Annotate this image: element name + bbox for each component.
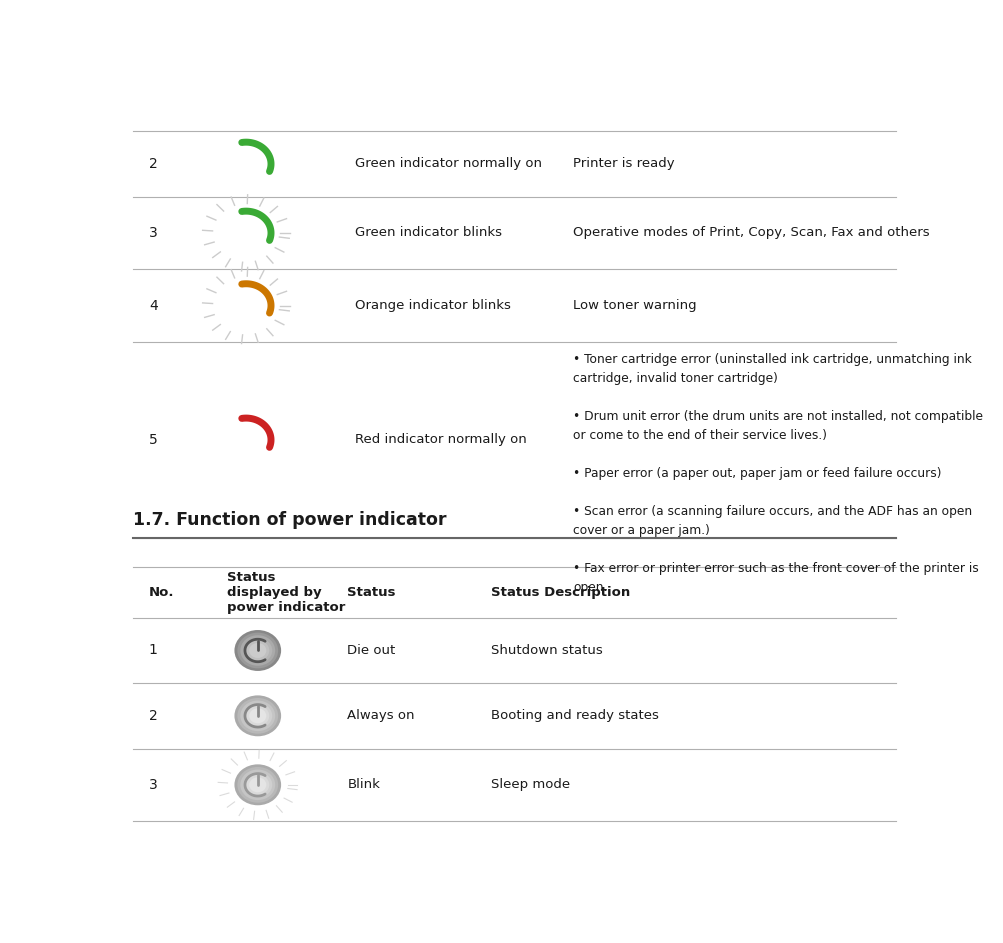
Ellipse shape xyxy=(246,640,269,661)
Ellipse shape xyxy=(237,767,278,802)
Ellipse shape xyxy=(246,705,269,726)
Text: 2: 2 xyxy=(148,157,157,171)
Text: 3: 3 xyxy=(148,226,157,240)
Text: Green indicator blinks: Green indicator blinks xyxy=(355,226,502,240)
Text: Die out: Die out xyxy=(347,644,395,657)
Text: Orange indicator blinks: Orange indicator blinks xyxy=(355,299,511,312)
Ellipse shape xyxy=(237,698,278,734)
Ellipse shape xyxy=(235,630,281,670)
Text: Booting and ready states: Booting and ready states xyxy=(490,709,658,722)
Ellipse shape xyxy=(249,643,266,658)
Text: Sleep mode: Sleep mode xyxy=(490,778,570,791)
Text: Always on: Always on xyxy=(347,709,414,722)
Text: Status
displayed by
power indicator: Status displayed by power indicator xyxy=(227,571,345,614)
Text: 2: 2 xyxy=(148,709,157,723)
Text: Printer is ready: Printer is ready xyxy=(573,157,674,171)
Ellipse shape xyxy=(243,637,272,663)
Text: Operative modes of Print, Copy, Scan, Fax and others: Operative modes of Print, Copy, Scan, Fa… xyxy=(573,226,929,240)
Text: Green indicator normally on: Green indicator normally on xyxy=(355,157,542,171)
Text: Status: Status xyxy=(347,586,395,599)
Text: Shutdown status: Shutdown status xyxy=(490,644,603,657)
Text: 1.7. Function of power indicator: 1.7. Function of power indicator xyxy=(133,511,446,529)
Ellipse shape xyxy=(249,777,266,792)
Text: 5: 5 xyxy=(148,433,157,447)
Ellipse shape xyxy=(243,703,272,729)
Text: 1: 1 xyxy=(148,643,157,657)
Ellipse shape xyxy=(243,772,272,798)
Text: Blink: Blink xyxy=(347,778,380,791)
Ellipse shape xyxy=(240,701,275,731)
Text: Low toner warning: Low toner warning xyxy=(573,299,696,312)
Ellipse shape xyxy=(237,633,278,669)
Ellipse shape xyxy=(240,769,275,800)
Ellipse shape xyxy=(235,695,281,736)
Text: No.: No. xyxy=(148,586,175,599)
Text: 3: 3 xyxy=(148,778,157,792)
Ellipse shape xyxy=(246,775,269,795)
Text: 4: 4 xyxy=(148,299,157,312)
Ellipse shape xyxy=(240,636,275,666)
Text: • Toner cartridge error (uninstalled ink cartridge, unmatching ink
cartridge, in: • Toner cartridge error (uninstalled ink… xyxy=(573,353,982,594)
Ellipse shape xyxy=(249,708,266,723)
Text: Red indicator normally on: Red indicator normally on xyxy=(355,434,527,446)
Ellipse shape xyxy=(235,765,281,805)
Text: Status Description: Status Description xyxy=(490,586,630,599)
